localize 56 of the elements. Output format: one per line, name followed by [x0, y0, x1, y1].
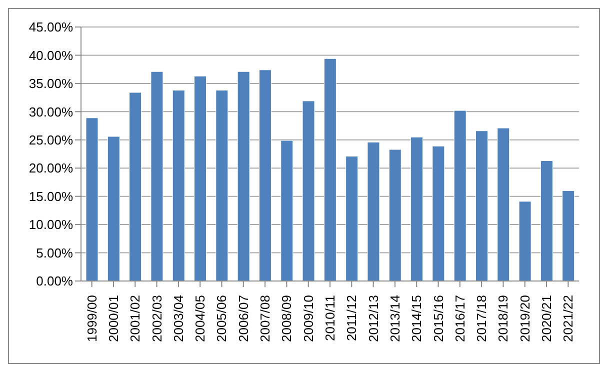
bar [302, 100, 315, 281]
bar [432, 146, 445, 281]
bar [216, 90, 228, 281]
bar [410, 136, 424, 281]
x-tick-label: 2016/17 [452, 295, 468, 342]
x-tick-label: 2014/15 [409, 295, 424, 342]
y-tick-label: 20.00% [28, 160, 74, 176]
x-tick-label: 2011/12 [344, 295, 360, 342]
bar [172, 90, 185, 281]
x-tick-label: 2003/04 [170, 295, 186, 342]
x-tick-label: 2000/01 [106, 295, 121, 342]
y-tick-label: 15.00% [28, 188, 74, 204]
bar [150, 71, 164, 281]
x-tick-label: 2020/21 [539, 295, 554, 342]
y-tick-label: 30.00% [28, 104, 74, 120]
x-tick-label: 2007/08 [258, 295, 273, 342]
y-tick-label: 40.00% [28, 48, 74, 63]
x-tick-label: 2012/13 [366, 295, 381, 342]
bar [194, 76, 207, 281]
x-tick-label: 2021/22 [560, 295, 576, 342]
x-tick-label: 2001/02 [128, 295, 143, 342]
x-tick-label: 2010/11 [322, 295, 338, 342]
y-tick-label: 5.00% [36, 245, 74, 260]
bar [258, 70, 272, 281]
x-tick-label: 2008/09 [279, 295, 294, 342]
y-tick-label: 10.00% [28, 217, 74, 232]
bar [346, 156, 358, 281]
x-tick-label: 2002/03 [149, 295, 164, 342]
bar [562, 190, 575, 281]
bar [107, 136, 120, 281]
bar [388, 149, 402, 281]
x-tick-label: 2019/20 [517, 295, 532, 342]
x-tick-label: 2006/07 [236, 295, 251, 342]
y-tick-label: 35.00% [28, 76, 74, 92]
y-tick-label: 25.00% [28, 132, 74, 148]
bar [454, 110, 466, 281]
x-tick-label: 2013/14 [387, 295, 402, 342]
x-tick-label: 2018/19 [496, 295, 511, 342]
y-tick-label: 45.00% [28, 20, 74, 35]
x-tick-label: 2015/16 [430, 295, 446, 342]
bar [237, 71, 250, 281]
x-tick-label: 2004/05 [192, 295, 208, 342]
bar [86, 118, 98, 281]
x-tick-label: 2009/10 [300, 295, 316, 342]
bar [475, 130, 488, 281]
x-tick-label: 2005/06 [214, 295, 230, 342]
bar [367, 142, 380, 281]
bar [518, 201, 532, 281]
bar [129, 92, 142, 281]
x-tick-label: 2017/18 [474, 295, 490, 342]
bar [324, 58, 336, 281]
bar [280, 140, 294, 281]
x-tick-label: 1999/00 [84, 295, 100, 342]
y-tick-label: 0.00% [36, 274, 74, 289]
bar [497, 128, 510, 281]
bar [540, 160, 553, 281]
